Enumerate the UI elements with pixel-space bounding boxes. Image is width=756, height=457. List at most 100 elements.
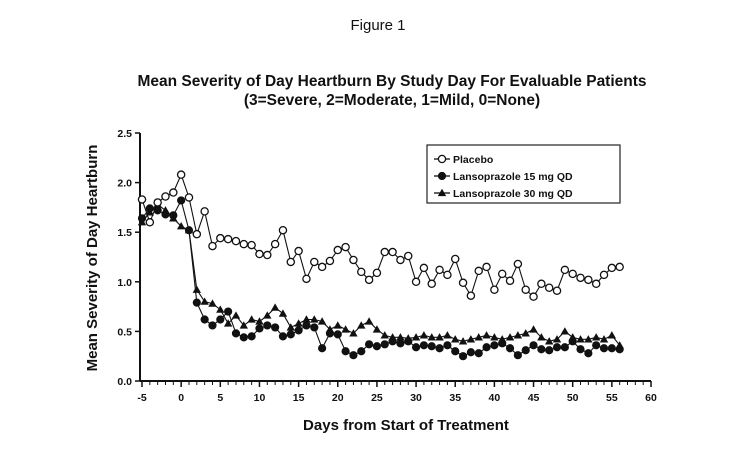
data-point bbox=[576, 345, 585, 354]
data-point bbox=[615, 262, 624, 272]
y-tick-label: 0.5 bbox=[117, 326, 132, 338]
x-tick-label: 40 bbox=[489, 392, 501, 404]
data-point bbox=[435, 333, 444, 341]
x-tick-label: 10 bbox=[254, 392, 266, 404]
data-point bbox=[176, 170, 186, 179]
data-point bbox=[490, 341, 499, 350]
data-point bbox=[341, 242, 350, 252]
data-point bbox=[349, 351, 358, 360]
x-axis-title: Days from Start of Treatment bbox=[303, 417, 509, 434]
data-point bbox=[333, 330, 342, 339]
data-point bbox=[200, 315, 209, 324]
data-point bbox=[396, 333, 405, 341]
data-point bbox=[505, 333, 515, 341]
data-point bbox=[247, 332, 256, 341]
x-tick-label: 15 bbox=[293, 392, 305, 404]
data-point bbox=[161, 192, 170, 201]
x-tick-label: 45 bbox=[528, 392, 540, 404]
data-point bbox=[216, 315, 225, 324]
data-point bbox=[584, 275, 593, 285]
data-point bbox=[208, 321, 217, 330]
data-point bbox=[224, 307, 233, 316]
data-point bbox=[192, 298, 201, 307]
data-point bbox=[255, 249, 264, 259]
data-point bbox=[286, 330, 295, 339]
legend-label: Lansoprazole 15 mg QD bbox=[453, 171, 573, 183]
data-point bbox=[145, 204, 154, 213]
data-point bbox=[584, 349, 593, 358]
data-point bbox=[490, 285, 499, 294]
x-tick-label: 25 bbox=[371, 392, 383, 404]
filled-triangle-icon bbox=[437, 188, 447, 197]
data-point bbox=[490, 333, 499, 341]
data-point bbox=[552, 286, 562, 295]
data-point bbox=[231, 311, 241, 319]
data-point bbox=[208, 299, 217, 307]
data-point bbox=[294, 246, 303, 256]
data-point bbox=[317, 262, 327, 272]
x-tick-label: 0 bbox=[178, 392, 184, 404]
data-point bbox=[529, 292, 538, 301]
data-point bbox=[576, 335, 585, 343]
series-layer bbox=[137, 170, 624, 361]
data-point bbox=[521, 285, 530, 294]
data-point bbox=[278, 309, 288, 317]
data-point bbox=[239, 239, 249, 249]
data-point bbox=[474, 349, 483, 358]
data-point bbox=[607, 263, 617, 273]
data-point bbox=[192, 229, 202, 239]
open-circle-icon bbox=[437, 154, 447, 164]
data-point bbox=[255, 317, 264, 325]
data-point bbox=[216, 233, 225, 243]
data-point bbox=[184, 226, 194, 235]
data-point bbox=[310, 315, 319, 323]
data-point bbox=[169, 188, 178, 197]
data-point bbox=[560, 327, 570, 335]
data-point bbox=[364, 317, 374, 325]
data-point bbox=[443, 341, 452, 350]
data-point bbox=[208, 241, 217, 251]
data-point bbox=[545, 337, 554, 345]
data-point bbox=[599, 270, 609, 280]
data-point bbox=[263, 321, 272, 330]
x-tick-label: 50 bbox=[567, 392, 579, 404]
data-point bbox=[333, 245, 343, 255]
data-point bbox=[513, 331, 523, 339]
data-point bbox=[513, 259, 523, 269]
data-point bbox=[349, 329, 358, 337]
data-point bbox=[239, 321, 248, 329]
data-point bbox=[388, 337, 397, 346]
data-point bbox=[466, 335, 476, 343]
legend-box bbox=[426, 144, 621, 204]
data-point bbox=[137, 195, 147, 204]
data-point bbox=[458, 337, 468, 345]
data-point bbox=[325, 256, 335, 266]
axes: 0.0 0.5 1.0 1.5 2.0 2.5 -5 0 5 10 15 20 25 30 35 40 45 50… bbox=[117, 128, 657, 404]
data-point bbox=[545, 346, 554, 355]
chart-title: Mean Severity of Day Heartburn By Study … bbox=[137, 73, 646, 90]
data-point bbox=[482, 343, 491, 352]
data-point bbox=[380, 340, 389, 349]
data-point bbox=[411, 343, 421, 352]
data-point bbox=[529, 325, 538, 333]
data-point bbox=[599, 344, 609, 353]
data-point bbox=[364, 340, 374, 349]
data-point bbox=[396, 339, 405, 348]
data-point bbox=[396, 255, 405, 265]
data-point bbox=[310, 323, 319, 332]
data-point bbox=[552, 343, 562, 352]
data-point bbox=[388, 247, 397, 257]
legend-label: Lansoprazole 30 mg QD bbox=[453, 188, 573, 200]
data-point bbox=[591, 279, 601, 289]
x-tick-label: 20 bbox=[332, 392, 344, 404]
y-tick-label: 0.0 bbox=[117, 376, 132, 388]
chart-subtitle: (3=Severe, 2=Moderate, 1=Mild, 0=None) bbox=[244, 92, 540, 109]
data-point bbox=[505, 344, 515, 353]
data-point bbox=[177, 196, 186, 205]
data-point bbox=[325, 329, 335, 338]
data-point bbox=[568, 337, 577, 346]
legend-label: Placebo bbox=[453, 154, 493, 166]
data-point bbox=[411, 333, 421, 341]
x-tick-label: 55 bbox=[606, 392, 618, 404]
data-point bbox=[537, 279, 546, 289]
